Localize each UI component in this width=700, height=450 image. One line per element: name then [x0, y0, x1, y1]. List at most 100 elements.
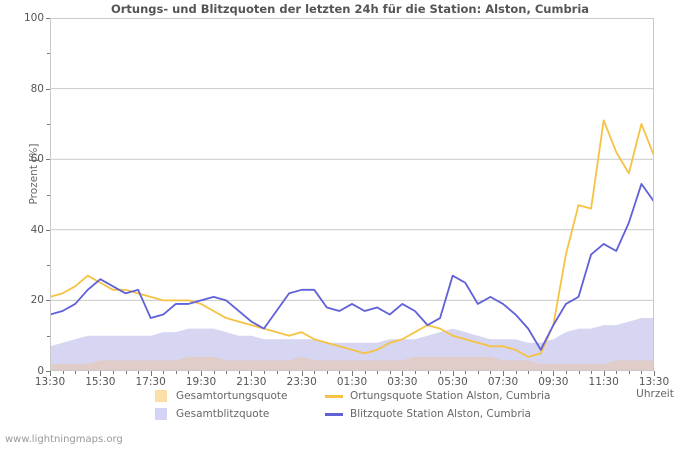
y-tick-mark	[46, 229, 50, 231]
x-tick-mark	[150, 371, 152, 376]
x-tick-mark	[389, 371, 391, 374]
x-tick-label: 07:30	[487, 376, 519, 388]
x-tick-mark	[603, 371, 605, 376]
x-tick-mark	[50, 371, 51, 376]
legend-label: Ortungsquote Station Alston, Cumbria	[350, 390, 551, 402]
y-tick-mark-minor	[47, 123, 50, 125]
legend-item[interactable]: Gesamtortungsquote	[155, 390, 287, 402]
x-tick-mark	[591, 371, 593, 374]
x-tick-mark	[138, 371, 140, 374]
y-tick-mark	[46, 300, 50, 302]
x-tick-mark	[490, 371, 492, 374]
y-tick-mark-minor	[47, 53, 50, 55]
x-tick-mark	[477, 371, 479, 374]
y-tick-mark	[46, 159, 50, 161]
x-tick-mark	[553, 371, 555, 376]
x-tick-mark	[616, 371, 618, 374]
legend-swatch-area	[155, 390, 167, 402]
x-tick-mark	[238, 371, 240, 374]
x-tick-mark	[540, 371, 542, 374]
x-tick-mark	[528, 371, 530, 374]
x-tick-mark	[339, 371, 341, 374]
y-tick-mark-minor	[47, 335, 50, 337]
x-tick-mark	[62, 371, 64, 374]
x-tick-mark	[641, 371, 643, 374]
page-title: Ortungs- und Blitzquoten der letzten 24h…	[110, 2, 590, 16]
x-tick-mark	[402, 371, 404, 376]
y-tick-label: 100	[23, 12, 44, 24]
plot-border	[50, 18, 654, 371]
x-tick-mark	[112, 371, 114, 374]
x-tick-mark	[427, 371, 429, 374]
x-tick-mark	[213, 371, 215, 374]
series-area	[50, 356, 654, 371]
y-tick-label: 60	[30, 153, 44, 166]
chart-legend: Gesamtortungsquote Gesamtblitzquote Ortung…	[0, 390, 700, 428]
legend-swatch-line	[325, 412, 343, 416]
x-tick-mark	[263, 371, 265, 374]
x-tick-mark	[100, 371, 102, 376]
x-tick-mark	[188, 371, 190, 374]
x-tick-mark	[326, 371, 328, 374]
x-tick-mark	[314, 371, 316, 374]
y-tick-label: 40	[30, 223, 44, 236]
x-tick-label: 09:30	[538, 376, 569, 388]
x-tick-mark	[578, 371, 580, 374]
x-tick-mark	[414, 371, 416, 374]
x-tick-mark	[654, 371, 655, 376]
y-tick-label: 0	[37, 365, 44, 377]
x-tick-label: 15:30	[85, 376, 116, 388]
x-tick-mark	[377, 371, 379, 374]
x-tick-mark	[251, 371, 253, 376]
x-tick-label: 17:30	[135, 376, 166, 388]
legend-swatch-line	[325, 394, 343, 398]
x-tick-label: 03:30	[387, 376, 418, 388]
x-tick-mark	[628, 371, 630, 374]
x-tick-mark	[163, 371, 165, 374]
x-tick-mark	[503, 371, 504, 376]
x-tick-mark	[87, 371, 89, 374]
x-tick-mark	[565, 371, 567, 374]
y-tick-label: 20	[30, 294, 44, 307]
x-tick-mark	[352, 371, 353, 376]
x-tick-mark	[440, 371, 442, 374]
y-tick-mark	[46, 18, 50, 19]
x-tick-mark	[364, 371, 366, 374]
x-tick-label: 19:30	[185, 376, 217, 388]
plot-area: Prozent [%] 0 20 40 60 80 100 13:30 15:30 17:30…	[24, 12, 669, 388]
x-tick-mark	[226, 371, 228, 374]
y-tick-label: 80	[30, 82, 44, 95]
x-tick-label: 05:30	[437, 376, 468, 388]
legend-item[interactable]: Ortungsquote Station Alston, Cumbria	[325, 390, 550, 402]
y-tick-mark	[46, 371, 50, 372]
x-axis-label: Uhrzeit	[636, 388, 674, 400]
x-tick-mark	[125, 371, 127, 374]
legend-item[interactable]: Blitzquote Station Alston, Cumbria	[325, 408, 531, 420]
series-line	[50, 183, 654, 351]
x-tick-label: 13:30	[34, 376, 66, 388]
x-tick-mark	[301, 371, 303, 376]
legend-swatch-area	[155, 408, 167, 420]
source-url: www.lightningmaps.org	[5, 434, 123, 445]
x-tick-label: 23:30	[286, 376, 317, 388]
legend-label: Blitzquote Station Alston, Cumbria	[350, 408, 531, 420]
x-tick-label: 13:30	[638, 376, 670, 388]
legend-label: Gesamtortungsquote	[176, 390, 288, 402]
y-axis-label: Prozent [%]	[28, 143, 40, 205]
y-tick-mark-minor	[47, 194, 50, 196]
x-tick-mark	[276, 371, 278, 374]
x-tick-label: 11:30	[588, 376, 619, 388]
chart-canvas	[50, 88, 654, 371]
x-tick-mark	[201, 371, 202, 376]
legend-item[interactable]: Gesamtblitzquote	[155, 408, 269, 420]
y-tick-mark-minor	[47, 265, 50, 267]
x-tick-label: 21:30	[236, 376, 267, 388]
x-tick-mark	[465, 371, 467, 374]
x-tick-mark	[175, 371, 177, 374]
y-tick-mark	[46, 88, 50, 90]
x-tick-mark	[515, 371, 517, 374]
legend-label: Gesamtblitzquote	[176, 408, 270, 420]
x-tick-mark	[452, 371, 454, 376]
x-tick-label: 01:30	[336, 376, 368, 388]
